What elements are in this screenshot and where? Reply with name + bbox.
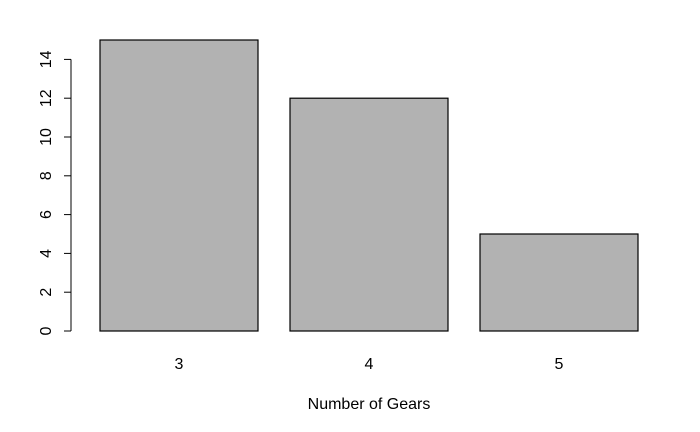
y-tick-label: 14	[38, 50, 55, 68]
bars-group	[99, 39, 639, 332]
x-tick-label: 4	[365, 356, 374, 373]
y-tick-label: 12	[38, 89, 55, 107]
y-tick-label: 4	[38, 249, 55, 258]
y-tick-label: 6	[38, 210, 55, 219]
x-tick-label: 3	[175, 356, 184, 373]
bar-3	[99, 39, 259, 332]
y-axis: 0 2 4 6 8 10 12 14	[38, 50, 72, 335]
x-axis-title: Number of Gears	[308, 396, 431, 413]
y-tick-label: 0	[38, 326, 55, 335]
y-tick-label: 2	[38, 288, 55, 297]
bar-5	[479, 233, 639, 332]
y-tick-label: 10	[38, 128, 55, 146]
x-tick-labels: 3 4 5	[175, 356, 564, 373]
bar-4	[289, 97, 449, 332]
x-tick-label: 5	[555, 356, 564, 373]
y-tick-label: 8	[38, 171, 55, 180]
